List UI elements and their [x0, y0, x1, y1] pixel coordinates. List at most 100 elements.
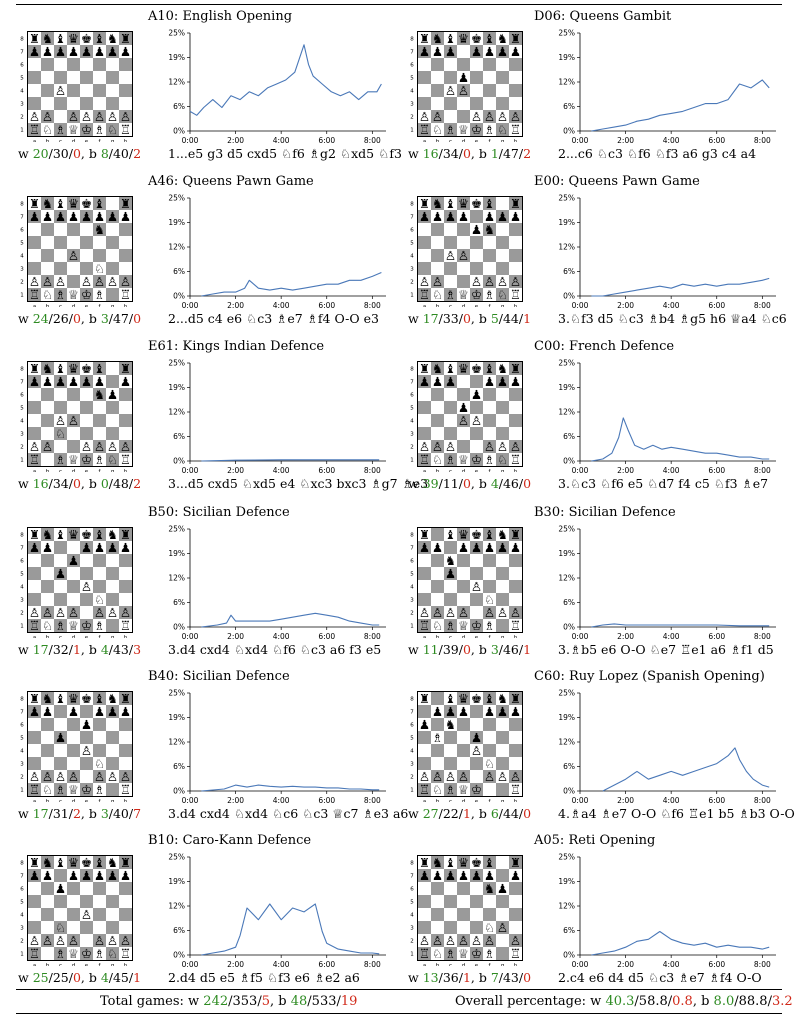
board-square	[80, 541, 93, 554]
board-square	[119, 123, 132, 136]
board-rank-label: 3	[20, 598, 24, 604]
x-tick-label: 4:00	[273, 632, 290, 641]
board-square	[496, 453, 509, 466]
black-losses: 2	[133, 146, 142, 161]
black-knight-icon: ♞	[94, 387, 105, 402]
black-queen-icon: ♛	[458, 527, 469, 542]
black-pawn-icon: ♟	[68, 374, 79, 389]
white-losses: 2	[72, 806, 81, 821]
board-square	[54, 593, 67, 606]
chess-board: ♜♞♝♛♚♝♞♜♟♟♟♟♟♟♟♟♙♙♙♙♙♙♙♙♖♘♗♕♔♗♘♖87654321…	[20, 31, 133, 142]
board-square	[106, 123, 119, 136]
board-file-label: a	[33, 469, 36, 472]
white-king-icon: ♔	[471, 452, 482, 467]
board-square	[28, 414, 41, 427]
board-file-label: f	[489, 963, 492, 966]
board-file-label: e	[85, 963, 89, 966]
board-file-label: g	[111, 799, 115, 802]
board-file-label: b	[436, 469, 440, 472]
board-square	[470, 210, 483, 223]
board-square	[431, 882, 444, 895]
board-square	[431, 427, 444, 440]
white-pawn-icon: ♙	[458, 248, 469, 263]
white-pawn-icon: ♙	[497, 920, 508, 935]
x-tick-label: 2:00	[617, 632, 634, 641]
board-square	[28, 32, 41, 45]
white-rook-icon: ♖	[29, 946, 40, 961]
black-king-icon: ♚	[81, 691, 92, 706]
board-file-label: b	[46, 799, 50, 802]
board-square	[470, 414, 483, 427]
board-square	[483, 783, 496, 796]
black-pawn-icon: ♟	[107, 387, 118, 402]
board-file-label: a	[33, 799, 36, 802]
board-rank-label: 8	[20, 697, 24, 703]
move-sequence: 2...d5 c4 e6 ♘c3 ♗e7 ♗f4 O-O e3	[168, 311, 379, 326]
white-pawn-icon: ♙	[29, 439, 40, 454]
board-square	[54, 275, 67, 288]
board-square	[28, 606, 41, 619]
board-square	[28, 427, 41, 440]
board-rank-label: 1	[20, 293, 24, 299]
white-pawn-icon: ♙	[484, 605, 495, 620]
black-king-icon: ♚	[81, 31, 92, 46]
white-losses: 1	[462, 806, 471, 821]
board-square	[457, 414, 470, 427]
white-wins: 16	[422, 146, 439, 161]
board-square	[470, 197, 483, 210]
board-square	[457, 84, 470, 97]
board-square	[496, 567, 509, 580]
x-tick-label: 0:00	[182, 960, 199, 969]
board-square	[483, 288, 496, 301]
board-square	[483, 692, 496, 705]
board-square	[28, 882, 41, 895]
move-sequence: 1...e5 g3 d5 cxd5 ♘f6 ♗g2 ♘xd5 ♘f3	[168, 146, 402, 161]
footer-pct-w-loss: 0.8	[672, 994, 693, 1009]
board-rank-label: 7	[410, 215, 414, 221]
board-square	[483, 427, 496, 440]
board-square	[67, 97, 80, 110]
board-square	[418, 947, 431, 960]
board-square	[457, 362, 470, 375]
black-king-icon: ♚	[81, 527, 92, 542]
board-border	[417, 691, 523, 797]
black-rook-icon: ♜	[29, 691, 40, 706]
board-square	[457, 705, 470, 718]
board-square	[93, 440, 106, 453]
board-square	[444, 362, 457, 375]
white-rook-icon: ♖	[120, 452, 131, 467]
white-king-icon: ♔	[81, 946, 92, 961]
black-losses: 0	[133, 311, 142, 326]
x-tick-label: 0:00	[182, 301, 199, 310]
board-square	[41, 606, 54, 619]
board-square	[67, 45, 80, 58]
board-square	[470, 249, 483, 262]
x-tick-label: 6:00	[708, 632, 725, 641]
board-square	[418, 757, 431, 770]
board-square	[483, 908, 496, 921]
board-square	[457, 401, 470, 414]
board-square	[483, 453, 496, 466]
white-pawn-icon: ♙	[120, 933, 131, 948]
white-draws: 25	[52, 970, 69, 985]
board-square	[54, 705, 67, 718]
board-rank-label: 5	[20, 736, 24, 742]
move-sequence: 3.d4 cxd4 ♘xd4 ♘f6 ♘c3 a6 f3 e5	[168, 642, 382, 657]
board-square	[431, 718, 444, 731]
white-knight-icon: ♘	[94, 592, 105, 607]
white-knight-icon: ♘	[497, 452, 508, 467]
board-square	[483, 770, 496, 783]
board-square	[54, 288, 67, 301]
board-square	[28, 97, 41, 110]
board-file-label: f	[489, 139, 492, 142]
board-file-label: d	[462, 304, 466, 307]
board-square	[67, 236, 80, 249]
footer-pct-b-win: 8.0	[713, 994, 735, 1009]
white-pawn-icon: ♙	[484, 769, 495, 784]
white-pawn-icon: ♙	[458, 83, 469, 98]
board-square	[470, 908, 483, 921]
board-square	[444, 554, 457, 567]
black-draws: 47	[502, 146, 519, 161]
board-square	[431, 32, 444, 45]
board-square	[509, 692, 522, 705]
